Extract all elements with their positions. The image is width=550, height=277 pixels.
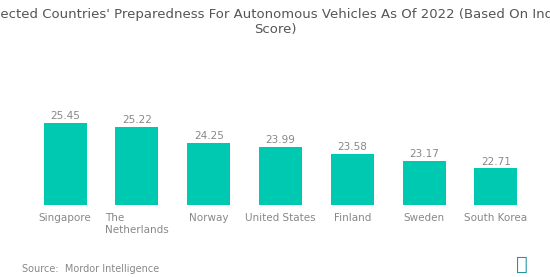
- Bar: [403, 161, 446, 277]
- Bar: [187, 143, 230, 277]
- Text: 23.58: 23.58: [337, 142, 367, 152]
- Text: 22.71: 22.71: [481, 157, 511, 166]
- Text: Source:  Mordor Intelligence: Source: Mordor Intelligence: [22, 264, 159, 274]
- Text: 25.22: 25.22: [122, 115, 152, 125]
- Text: 23.17: 23.17: [409, 149, 439, 159]
- Text: 23.99: 23.99: [266, 135, 295, 145]
- Bar: [116, 127, 158, 277]
- Text: ⓜ: ⓜ: [516, 255, 528, 274]
- Bar: [474, 168, 518, 277]
- Bar: [43, 123, 87, 277]
- Bar: [259, 147, 302, 277]
- Text: Selected Countries' Preparedness For Autonomous Vehicles As Of 2022 (Based On In: Selected Countries' Preparedness For Aut…: [0, 8, 550, 36]
- Text: 25.45: 25.45: [50, 111, 80, 121]
- Bar: [331, 154, 374, 277]
- Text: 24.25: 24.25: [194, 131, 224, 141]
